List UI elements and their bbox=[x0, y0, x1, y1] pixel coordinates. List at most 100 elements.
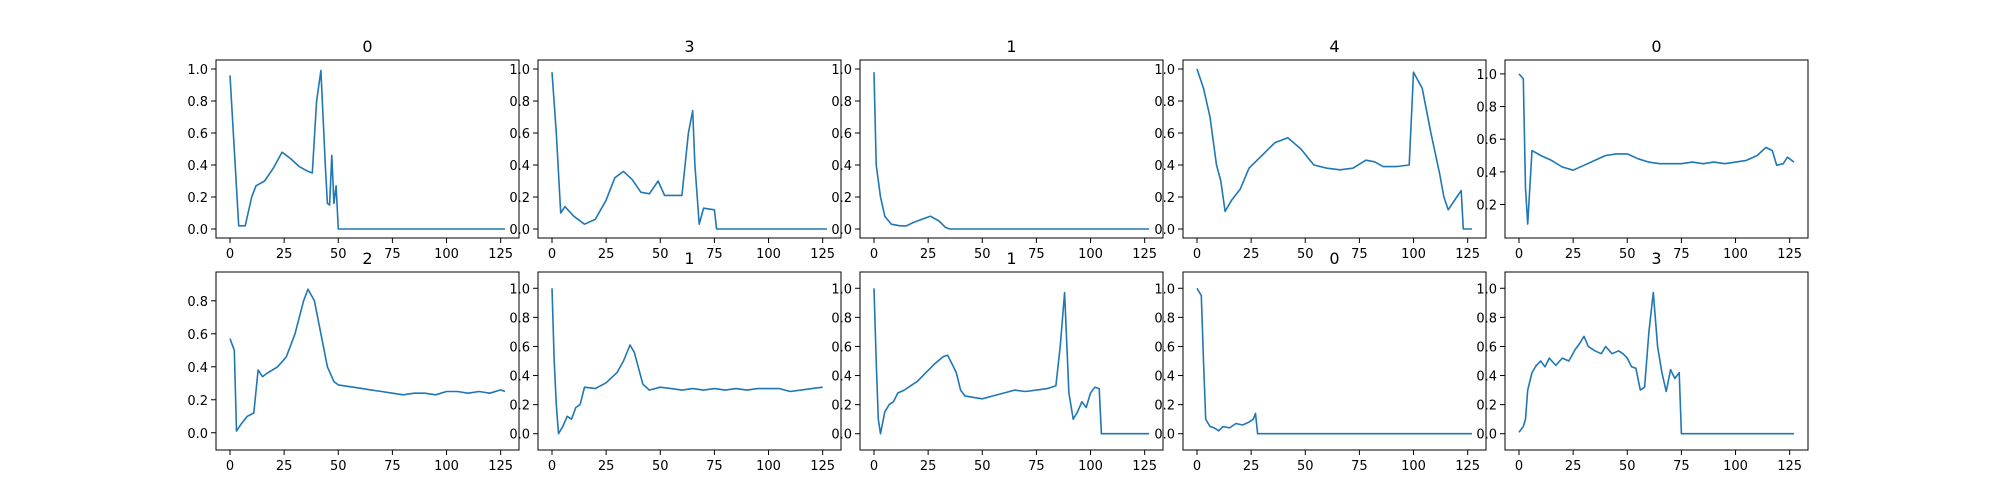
y-tick-label: 0.6 bbox=[509, 127, 530, 142]
x-tick-label: 125 bbox=[1455, 459, 1480, 474]
x-tick-label: 50 bbox=[974, 459, 991, 474]
subplot-0: 0 0 25 50 75 100 125 0.0 0.2 0.4 0.6 0.8 1.0 bbox=[187, 37, 520, 262]
axes-frame bbox=[1182, 59, 1487, 239]
x-tick-label: 100 bbox=[434, 459, 459, 474]
x-tick-label: 50 bbox=[974, 247, 991, 262]
y-tick-label: 0.6 bbox=[509, 340, 530, 355]
x-tick-label: 75 bbox=[706, 459, 723, 474]
series-line bbox=[1196, 68, 1472, 230]
series-line bbox=[873, 72, 1149, 230]
subplot-9: 3 0 25 50 75 100 125 0.0 0.2 0.4 0.6 0.8 1.0 bbox=[1476, 249, 1809, 474]
y-tick-label: 0.6 bbox=[187, 328, 208, 343]
series-line bbox=[551, 72, 827, 230]
axes-frame bbox=[215, 59, 520, 239]
y-tick-label: 1.0 bbox=[831, 282, 852, 297]
subplot-1: 3 0 25 50 75 100 125 0.0 0.2 0.4 0.6 0.8 1.0 bbox=[509, 37, 842, 262]
y-tick-label: 0.2 bbox=[1154, 191, 1175, 206]
x-tick-label: 25 bbox=[598, 247, 615, 262]
y-tick-label: 0.2 bbox=[187, 394, 208, 409]
y-tick-label: 0.0 bbox=[831, 428, 852, 443]
x-tick-label: 50 bbox=[1619, 459, 1636, 474]
y-tick-label: 0.2 bbox=[1476, 399, 1497, 414]
y-tick-label: 0.2 bbox=[509, 191, 530, 206]
y-tick-label: 0.2 bbox=[831, 399, 852, 414]
y-tick-label: 0.4 bbox=[509, 370, 530, 385]
y-tick-label: 0.6 bbox=[1154, 340, 1175, 355]
x-tick-label: 75 bbox=[706, 247, 723, 262]
x-tick-label: 25 bbox=[920, 247, 937, 262]
y-tick-label: 0.8 bbox=[1154, 311, 1175, 326]
y-tick-label: 0.6 bbox=[831, 340, 852, 355]
axes-frame bbox=[859, 271, 1164, 451]
x-tick-label: 25 bbox=[920, 459, 937, 474]
y-tick-label: 0.4 bbox=[1154, 159, 1175, 174]
y-tick-label: 0.0 bbox=[187, 223, 208, 238]
x-tick-label: 125 bbox=[1132, 247, 1157, 262]
subplot-2: 1 0 25 50 75 100 125 0.0 0.2 0.4 0.6 0.8 1.0 bbox=[831, 37, 1164, 262]
x-tick-label: 0 bbox=[548, 459, 556, 474]
subplot-4: 0 0 25 50 75 100 125 0.2 0.4 0.6 0.8 1.0 bbox=[1476, 37, 1809, 262]
y-tick-label: 0.4 bbox=[1154, 370, 1175, 385]
x-tick-label: 75 bbox=[1351, 459, 1368, 474]
x-tick-label: 50 bbox=[1297, 247, 1314, 262]
x-tick-label: 0 bbox=[548, 247, 556, 262]
y-tick-label: 0.8 bbox=[1154, 95, 1175, 110]
y-tick-label: 1.0 bbox=[509, 63, 530, 78]
y-tick-label: 1.0 bbox=[1476, 68, 1497, 83]
axes-frame bbox=[1504, 59, 1809, 239]
axes-frame bbox=[215, 271, 520, 451]
x-tick-label: 100 bbox=[1078, 459, 1103, 474]
y-tick-label: 0.0 bbox=[187, 427, 208, 442]
x-tick-label: 0 bbox=[1193, 247, 1201, 262]
subplot-title: 1 bbox=[1006, 249, 1016, 268]
subplot-8: 0 0 25 50 75 100 125 0.0 0.2 0.4 0.6 0.8 1.0 bbox=[1154, 249, 1487, 474]
x-tick-label: 125 bbox=[488, 247, 513, 262]
x-tick-label: 100 bbox=[756, 459, 781, 474]
subplot-title: 0 bbox=[1651, 37, 1661, 56]
axes-frame bbox=[1504, 271, 1809, 451]
y-tick-label: 0.2 bbox=[831, 191, 852, 206]
subplot-title: 0 bbox=[1329, 249, 1339, 268]
y-tick-label: 0.4 bbox=[187, 159, 208, 174]
subplot-6: 1 0 25 50 75 100 125 0.0 0.2 0.4 0.6 0.8 1.0 bbox=[509, 249, 842, 474]
subplot-3: 4 0 25 50 75 100 125 0.0 0.2 0.4 0.6 0.8 1.0 bbox=[1154, 37, 1487, 262]
y-tick-label: 0.8 bbox=[831, 311, 852, 326]
y-tick-label: 0.0 bbox=[1476, 428, 1497, 443]
y-tick-label: 0.4 bbox=[1476, 370, 1497, 385]
y-tick-label: 0.8 bbox=[509, 95, 530, 110]
x-tick-label: 125 bbox=[810, 247, 835, 262]
x-tick-label: 50 bbox=[652, 459, 669, 474]
y-tick-label: 0.2 bbox=[1476, 199, 1497, 214]
x-tick-label: 50 bbox=[1619, 247, 1636, 262]
y-tick-label: 0.4 bbox=[1476, 166, 1497, 181]
y-tick-label: 0.0 bbox=[509, 428, 530, 443]
x-tick-label: 0 bbox=[226, 247, 234, 262]
x-tick-label: 0 bbox=[226, 459, 234, 474]
series-line bbox=[873, 288, 1149, 435]
y-tick-label: 0.8 bbox=[509, 311, 530, 326]
y-tick-label: 1.0 bbox=[831, 63, 852, 78]
axes-frame bbox=[1182, 271, 1487, 451]
y-tick-label: 0.4 bbox=[831, 370, 852, 385]
subplot-title: 3 bbox=[684, 37, 694, 56]
y-tick-label: 0.8 bbox=[187, 295, 208, 310]
x-tick-label: 0 bbox=[1193, 459, 1201, 474]
series-line bbox=[229, 69, 505, 230]
x-tick-label: 100 bbox=[756, 247, 781, 262]
axes-frame bbox=[859, 59, 1164, 239]
x-tick-label: 0 bbox=[1515, 459, 1523, 474]
y-tick-label: 0.0 bbox=[1154, 223, 1175, 238]
x-tick-label: 100 bbox=[1401, 459, 1426, 474]
y-tick-label: 0.0 bbox=[1154, 428, 1175, 443]
subplot-5: 2 0 25 50 75 100 125 0.0 0.2 0.4 0.6 0.8 bbox=[187, 249, 520, 474]
y-tick-label: 0.4 bbox=[187, 361, 208, 376]
series-line bbox=[1518, 73, 1795, 225]
y-tick-label: 0.8 bbox=[1476, 311, 1497, 326]
subplot-title: 4 bbox=[1329, 37, 1339, 56]
x-tick-label: 50 bbox=[330, 247, 347, 262]
x-tick-label: 25 bbox=[276, 459, 293, 474]
x-tick-label: 0 bbox=[870, 459, 878, 474]
subplot-title: 2 bbox=[362, 249, 372, 268]
x-tick-label: 100 bbox=[434, 247, 459, 262]
